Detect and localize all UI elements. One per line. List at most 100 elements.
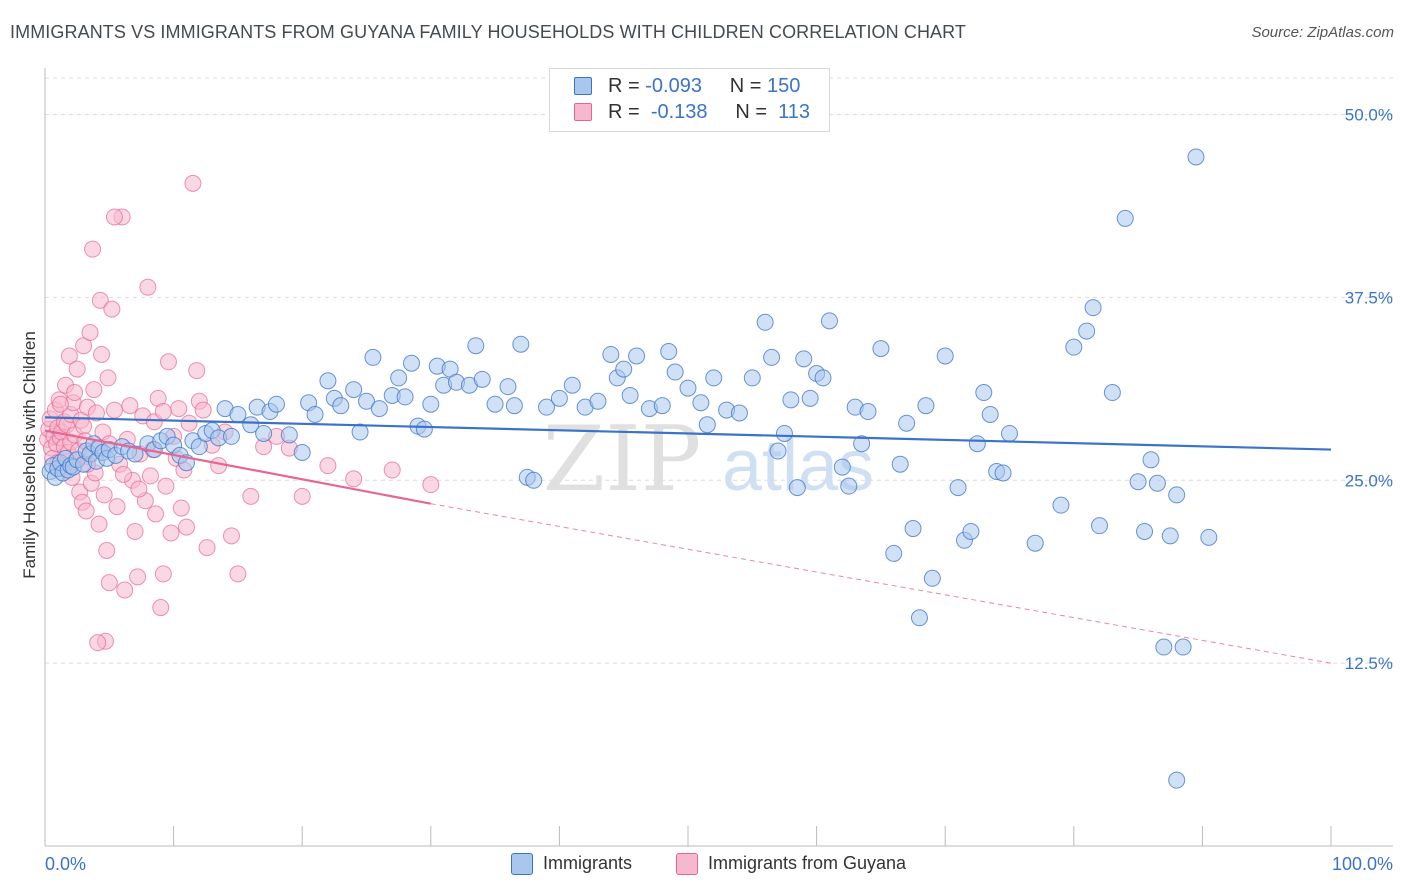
legend-swatch-blue (511, 853, 533, 875)
data-point-immigrants (994, 464, 1012, 482)
data-point-guyana (172, 499, 190, 517)
data-point-immigrants (1065, 338, 1083, 356)
data-point-immigrants (705, 369, 723, 387)
data-point-immigrants (621, 386, 639, 404)
data-point-guyana (84, 240, 102, 258)
data-point-guyana (194, 401, 212, 419)
data-point-guyana (170, 400, 188, 418)
data-point-immigrants (763, 348, 781, 366)
data-point-immigrants (917, 397, 935, 415)
data-point-immigrants (267, 395, 285, 413)
legend-swatch-pink (676, 853, 698, 875)
data-point-guyana (77, 502, 95, 520)
data-point-immigrants (126, 445, 144, 463)
y-tick-labels: 12.5% 25.0% 37.5% 50.0% (1345, 106, 1393, 674)
data-point-immigrants (364, 348, 382, 366)
data-point-immigrants (467, 337, 485, 355)
axes (44, 68, 1393, 847)
data-point-immigrants (653, 397, 671, 415)
data-point-immigrants (505, 397, 523, 415)
data-point-immigrants (615, 360, 633, 378)
data-point-guyana (154, 403, 172, 421)
data-point-immigrants (885, 544, 903, 562)
data-point-guyana (141, 467, 159, 485)
data-point-immigrants (859, 403, 877, 421)
data-point-immigrants (1091, 517, 1109, 535)
data-point-immigrants (898, 414, 916, 432)
data-point-immigrants (660, 343, 678, 361)
data-point-guyana (108, 498, 126, 516)
n-value-immigrants: 150 (767, 75, 801, 97)
data-point-guyana (114, 465, 132, 483)
data-point-immigrants (1084, 299, 1102, 317)
data-point-guyana (162, 524, 180, 542)
data-point-immigrants (904, 520, 922, 538)
data-point-guyana (95, 486, 113, 504)
data-point-immigrants (550, 389, 568, 407)
data-point-guyana (75, 417, 93, 435)
data-point-immigrants (512, 335, 530, 353)
data-point-guyana (129, 568, 147, 586)
series-legend: Immigrants Immigrants from Guyana (0, 852, 1406, 878)
data-point-guyana (188, 362, 206, 380)
data-point-immigrants (1187, 148, 1205, 166)
data-point-immigrants (473, 370, 491, 388)
data-point-guyana (147, 505, 165, 523)
data-point-immigrants (486, 395, 504, 413)
data-point-immigrants (872, 340, 890, 358)
series-guyana-points (39, 174, 440, 652)
data-point-immigrants (280, 426, 298, 444)
data-point-guyana (383, 461, 401, 479)
data-point-immigrants (795, 350, 813, 368)
y-tick-label: 50.0% (1345, 106, 1393, 125)
data-point-immigrants (1168, 486, 1186, 504)
data-point-immigrants (775, 424, 793, 442)
data-point-immigrants (968, 435, 986, 453)
data-point-immigrants (306, 405, 324, 423)
data-point-guyana (68, 360, 86, 378)
data-point-immigrants (1142, 451, 1160, 469)
data-point-guyana (98, 542, 116, 560)
data-point-immigrants (422, 395, 440, 413)
source-label: Source: ZipAtlas.com (1251, 24, 1394, 41)
r-value-immigrants: -0.093 (645, 75, 702, 97)
r-value-guyana: -0.138 (650, 101, 708, 123)
data-point-immigrants (351, 423, 369, 441)
data-point-immigrants (563, 376, 581, 394)
data-point-immigrants (923, 569, 941, 587)
data-point-guyana (99, 369, 117, 387)
data-point-guyana (159, 353, 177, 371)
n-value-guyana: 113 (778, 101, 811, 123)
data-point-immigrants (788, 479, 806, 497)
data-point-immigrants (949, 479, 967, 497)
data-point-immigrants (820, 312, 838, 330)
correlation-legend: R = -0.093 N = 150 R = -0.138 N = 113 (549, 68, 830, 132)
data-point-immigrants (403, 354, 421, 372)
data-point-guyana (293, 487, 311, 505)
data-point-guyana (81, 324, 99, 342)
data-point-guyana (210, 457, 228, 475)
data-point-guyana (345, 470, 363, 488)
data-point-immigrants (1168, 771, 1186, 789)
data-point-immigrants (396, 388, 414, 406)
data-point-immigrants (1161, 527, 1179, 545)
data-point-immigrants (1116, 209, 1134, 227)
data-point-guyana (130, 480, 148, 498)
data-point-guyana (180, 414, 198, 432)
data-point-immigrants (1148, 474, 1166, 492)
n-label: N = (729, 75, 762, 97)
data-point-guyana (184, 174, 202, 192)
data-point-guyana (60, 347, 78, 365)
legend-swatch-pink (574, 103, 592, 121)
data-point-immigrants (525, 471, 543, 489)
data-point-immigrants (1026, 534, 1044, 552)
data-point-immigrants (756, 313, 774, 331)
trend-line-guyana-extension (430, 503, 1332, 664)
data-point-immigrants (1136, 522, 1154, 540)
r-label: R = (608, 75, 640, 97)
data-point-immigrants (666, 363, 684, 381)
watermark-zip: ZIP (543, 407, 702, 512)
data-point-immigrants (345, 381, 363, 399)
data-point-immigrants (1155, 638, 1173, 656)
data-point-immigrants (730, 404, 748, 422)
